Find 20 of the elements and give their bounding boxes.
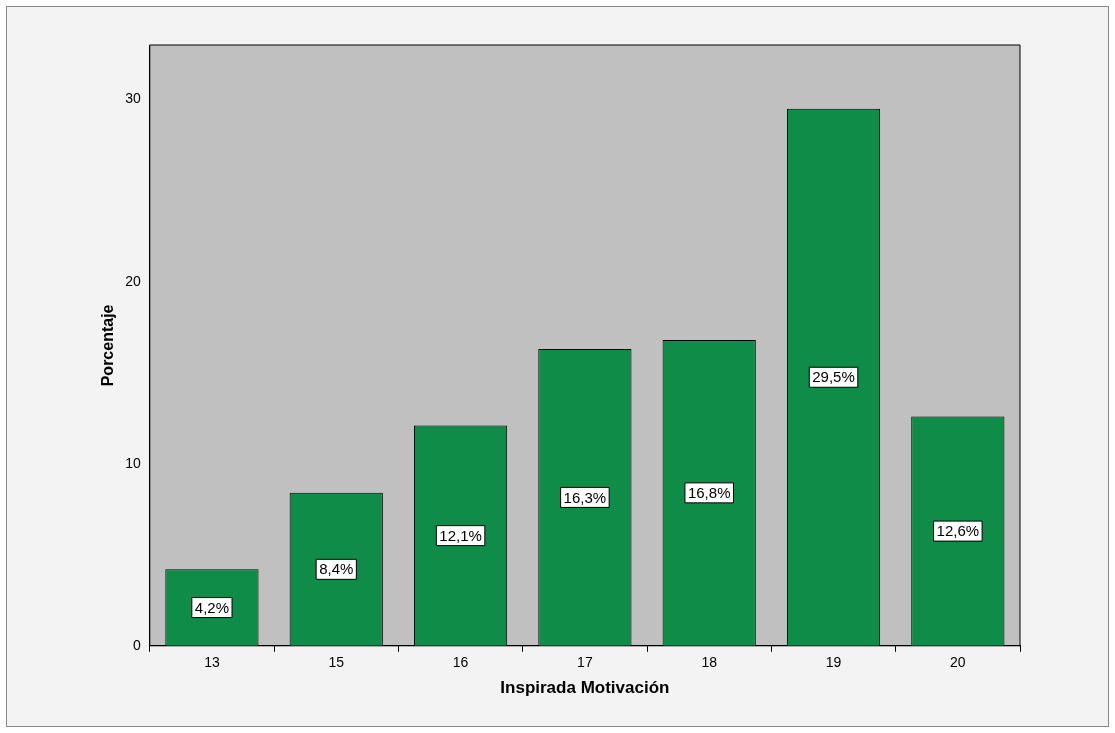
y-tick-label: 20 bbox=[125, 272, 141, 289]
y-tick-label: 10 bbox=[125, 454, 141, 471]
x-tick-label: 16 bbox=[452, 654, 469, 671]
data-label: 16,3% bbox=[563, 488, 607, 506]
y-tick-label: 30 bbox=[125, 90, 141, 107]
x-tick-label: 13 bbox=[204, 654, 220, 671]
x-tick-label: 20 bbox=[950, 654, 966, 671]
data-label: 8,4% bbox=[319, 560, 354, 578]
y-tick-label: 0 bbox=[132, 636, 141, 653]
x-tick-label: 15 bbox=[328, 654, 345, 671]
data-label: 4,2% bbox=[194, 598, 230, 616]
y-axis-title: Porcentaje bbox=[99, 304, 117, 387]
data-label: 16,8% bbox=[687, 484, 731, 502]
x-tick-label: 18 bbox=[701, 654, 718, 671]
data-label: 12,1% bbox=[439, 526, 482, 544]
x-tick-label: 17 bbox=[577, 654, 593, 671]
x-tick-label: 19 bbox=[825, 654, 842, 671]
x-axis-title: Inspirada Motivación bbox=[500, 678, 670, 698]
data-label: 12,6% bbox=[936, 522, 980, 540]
data-label: 29,5% bbox=[812, 368, 855, 386]
